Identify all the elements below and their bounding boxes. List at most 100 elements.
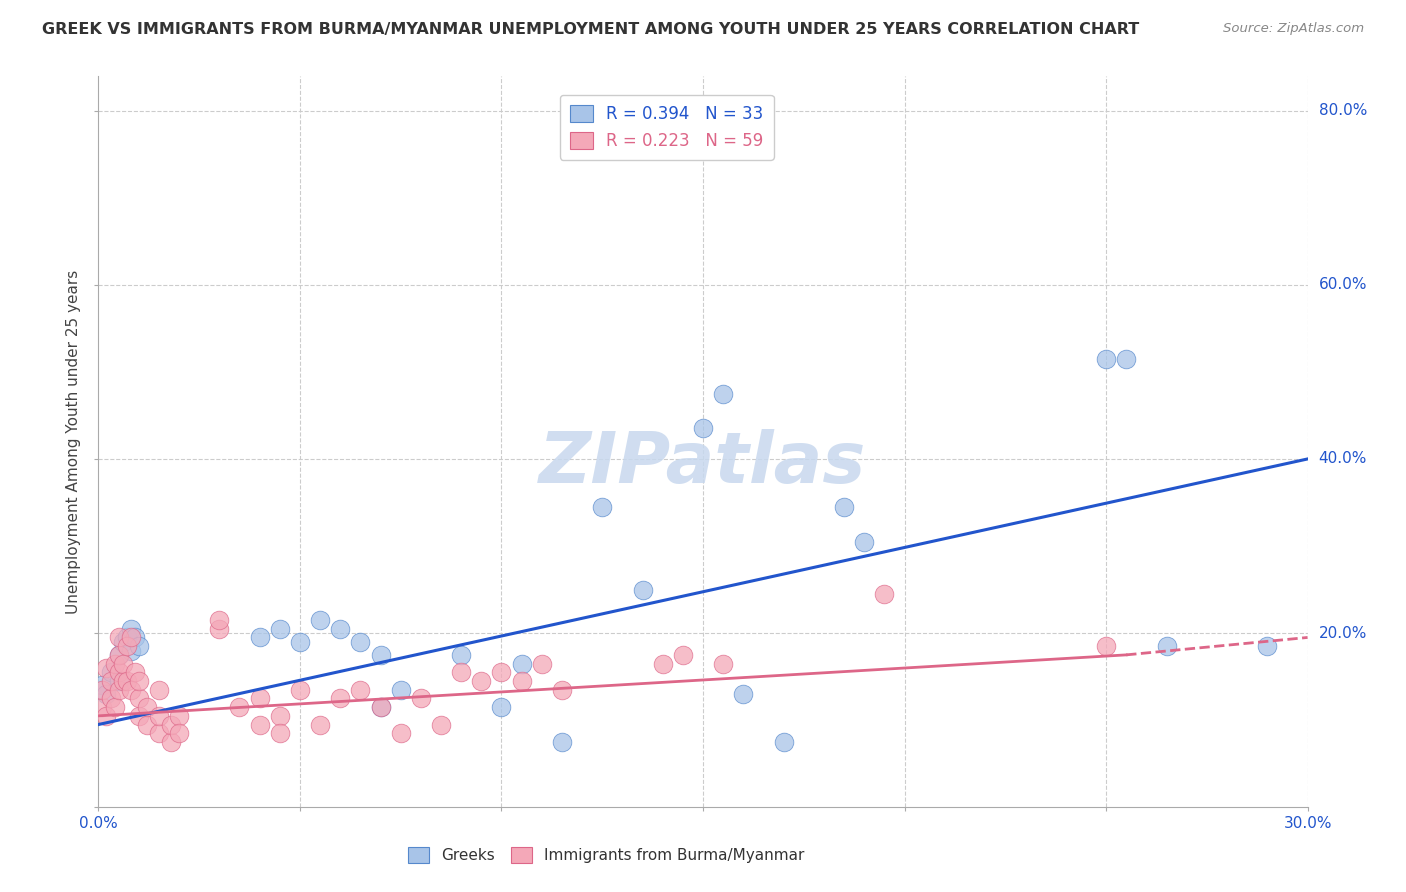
Point [120,643,142,657]
Point [128,639,150,653]
Point [349,682,371,697]
Point [107,648,129,662]
Point [128,708,150,723]
Point [551,735,574,749]
Text: 20.0%: 20.0% [1319,625,1367,640]
Point [711,386,734,401]
Point [510,657,533,671]
Point [510,673,533,688]
Point [309,717,332,731]
Point [111,657,134,671]
Text: 60.0%: 60.0% [1319,277,1367,293]
Point [349,635,371,649]
Text: GREEK VS IMMIGRANTS FROM BURMA/MYANMAR UNEMPLOYMENT AMONG YOUTH UNDER 25 YEARS C: GREEK VS IMMIGRANTS FROM BURMA/MYANMAR U… [42,22,1139,37]
Point [853,534,876,549]
Point [160,735,183,749]
Point [107,631,129,645]
Point [100,665,122,680]
Point [1156,639,1178,653]
Point [228,700,250,714]
Point [135,717,157,731]
Point [389,682,412,697]
Point [470,673,492,688]
Point [491,665,513,680]
Point [1256,639,1278,653]
Point [91,700,114,714]
Point [103,700,125,714]
Point [733,687,755,701]
Point [107,648,129,662]
Point [530,657,553,671]
Point [96,708,118,723]
Point [873,587,896,601]
Point [591,500,613,514]
Point [103,657,125,671]
Point [329,622,352,636]
Point [208,613,231,627]
Text: Source: ZipAtlas.com: Source: ZipAtlas.com [1223,22,1364,36]
Point [96,687,118,701]
Point [91,678,114,692]
Text: 40.0%: 40.0% [1319,451,1367,467]
Point [832,500,855,514]
Point [370,700,392,714]
Point [148,726,170,740]
Point [551,682,574,697]
Point [115,631,138,645]
Point [115,639,138,653]
Text: ZIPatlas: ZIPatlas [540,429,866,498]
Point [100,691,122,706]
Point [288,635,311,649]
Point [288,682,311,697]
Point [100,673,122,688]
Point [107,682,129,697]
Point [208,622,231,636]
Point [269,622,291,636]
Point [107,673,129,688]
Text: 80.0%: 80.0% [1319,103,1367,118]
Point [430,717,453,731]
Point [1115,351,1137,366]
Point [409,691,432,706]
Point [370,700,392,714]
Point [111,635,134,649]
Point [128,691,150,706]
Y-axis label: Unemployment Among Youth under 25 years: Unemployment Among Youth under 25 years [66,269,82,614]
Point [269,708,291,723]
Point [115,673,138,688]
Point [167,708,190,723]
Point [1095,351,1118,366]
Point [491,700,513,714]
Point [450,648,472,662]
Point [124,665,146,680]
Point [135,700,157,714]
Point [772,735,794,749]
Point [389,726,412,740]
Point [167,726,190,740]
Point [269,726,291,740]
Point [124,631,146,645]
Point [91,682,114,697]
Point [107,665,129,680]
Point [160,717,183,731]
Point [651,657,673,671]
Point [1095,639,1118,653]
Point [128,673,150,688]
Point [249,691,271,706]
Point [631,582,654,597]
Point [120,622,142,636]
Point [148,682,170,697]
Point [96,661,118,675]
Point [309,613,332,627]
Point [148,708,170,723]
Point [249,631,271,645]
Legend: R = 0.394   N = 33, R = 0.223   N = 59: R = 0.394 N = 33, R = 0.223 N = 59 [560,95,773,160]
Point [450,665,472,680]
Point [329,691,352,706]
Point [672,648,695,662]
Point [711,657,734,671]
Point [120,631,142,645]
Point [120,682,142,697]
Point [692,421,714,435]
Point [111,673,134,688]
